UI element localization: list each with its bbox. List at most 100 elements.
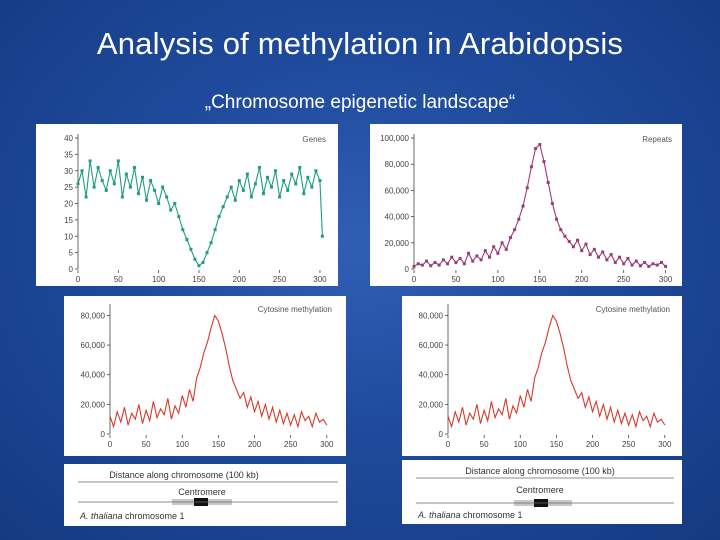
x-tick-label: 250 [273, 275, 287, 284]
repeats-point [521, 204, 525, 208]
genes-panel: 0 5 10 15 20 25 30 35 40 0 50 100 150 200 250 300 Genes [36, 124, 338, 286]
repeats-point [496, 251, 500, 255]
x-tick-label: 300 [659, 275, 673, 284]
genes-point [132, 165, 136, 169]
genes-point [253, 182, 257, 186]
x-tick-label: 50 [451, 275, 460, 284]
y-tick-label: 0 [101, 430, 106, 439]
genes-point [310, 185, 314, 189]
genes-point [241, 188, 245, 192]
genes-point [197, 264, 201, 268]
repeats-point [441, 258, 445, 262]
repeats-point [597, 255, 601, 259]
repeats-point [571, 245, 575, 249]
repeats-point [638, 264, 642, 268]
x-tick-label: 250 [284, 440, 298, 449]
y-tick-label: 80,000 [385, 160, 410, 169]
repeats-point [504, 247, 508, 251]
repeats-point [563, 234, 567, 238]
repeats-point [609, 253, 613, 257]
repeats-point [450, 255, 454, 259]
genes-point [217, 215, 221, 219]
repeats-panel: 0 20,000 40,000 60,000 80,000 100,000 0 50 100 15… [370, 124, 682, 286]
repeats-point [576, 238, 580, 242]
x-tick-label: 250 [622, 440, 636, 449]
genes-point [229, 185, 233, 189]
repeats-point [433, 260, 437, 264]
chromosome-schematic-left: Distance along chromosome (100 kb) Centr… [64, 464, 346, 526]
y-tick-label: 80,000 [419, 311, 444, 320]
x-tick-label: 100 [176, 440, 190, 449]
repeats-point [416, 262, 420, 266]
genes-point [161, 185, 165, 189]
y-tick-label: 40,000 [81, 371, 106, 380]
genes-point [318, 179, 322, 183]
repeats-point [538, 143, 542, 147]
methylation-right-series-line [447, 314, 666, 429]
repeats-point [534, 146, 538, 150]
x-tick-label: 300 [658, 440, 672, 449]
genes-point [157, 202, 161, 205]
repeats-point [513, 228, 517, 232]
x-tick-label: 200 [233, 275, 247, 284]
repeats-point [525, 186, 529, 190]
repeats-point [492, 245, 496, 249]
chromosome-schematic-right: Distance along chromosome (100 kb) Centr… [402, 460, 682, 524]
repeats-point [626, 257, 630, 261]
genes-point [286, 188, 290, 192]
y-tick-label: 0 [405, 265, 410, 274]
y-tick-label: 40,000 [385, 213, 410, 222]
repeats-point [458, 257, 462, 261]
repeats-point [613, 260, 617, 264]
genes-point [282, 179, 286, 183]
genes-point [249, 195, 253, 199]
repeats-point [529, 165, 533, 169]
genes-point [92, 185, 96, 189]
x-tick-label: 200 [248, 440, 262, 449]
repeats-chart: 0 20,000 40,000 60,000 80,000 100,000 0 50 100 15… [380, 134, 673, 284]
genes-point [278, 195, 282, 199]
genes-point [84, 195, 88, 199]
repeats-point [467, 251, 471, 255]
repeats-point [659, 260, 663, 264]
x-tick-label: 100 [514, 440, 528, 449]
repeats-point [643, 260, 647, 264]
methylation-right-panel: 0 20,000 40,000 60,000 80,000 0 50 100 150 200 250… [402, 296, 682, 456]
genes-point [116, 159, 120, 163]
methylation-left-series-line [109, 314, 328, 429]
genes-point [153, 188, 157, 192]
repeats-point [487, 255, 491, 259]
slide-subtitle: „Chromosome epigenetic landscape“ [204, 92, 516, 113]
genes-point [141, 175, 145, 179]
genes-point [302, 192, 306, 196]
methylation-left-chart: 0 20,000 40,000 60,000 80,000 0 50 100 150 200 250… [81, 304, 334, 449]
y-tick-label: 80,000 [81, 311, 106, 320]
repeats-point [588, 253, 592, 257]
genes-series-line [77, 160, 323, 267]
y-tick-label: 100,000 [380, 134, 409, 143]
genes-point [290, 172, 294, 176]
y-tick-label: 35 [64, 150, 73, 159]
genes-point [149, 179, 153, 183]
repeats-point [462, 262, 466, 266]
repeats-point [630, 263, 634, 267]
genes-point [165, 195, 169, 199]
repeats-point [429, 264, 433, 268]
genes-point [185, 238, 189, 242]
repeats-point [479, 258, 483, 262]
repeats-point [454, 260, 458, 264]
x-tick-label: 150 [533, 275, 547, 284]
slide-title: Analysis of methylation in Arabidopsis [96, 26, 624, 61]
repeats-point [471, 259, 475, 263]
centromere-label: Centromere [516, 485, 564, 495]
repeats-point [567, 239, 571, 243]
genes-point [261, 192, 265, 196]
genes-point [128, 185, 132, 189]
repeats-point [475, 254, 479, 258]
x-tick-label: 150 [550, 440, 564, 449]
repeats-point [634, 259, 638, 263]
repeats-point [508, 236, 512, 240]
repeats-point [647, 264, 651, 268]
genes-point [225, 195, 229, 199]
repeats-point [580, 249, 584, 253]
